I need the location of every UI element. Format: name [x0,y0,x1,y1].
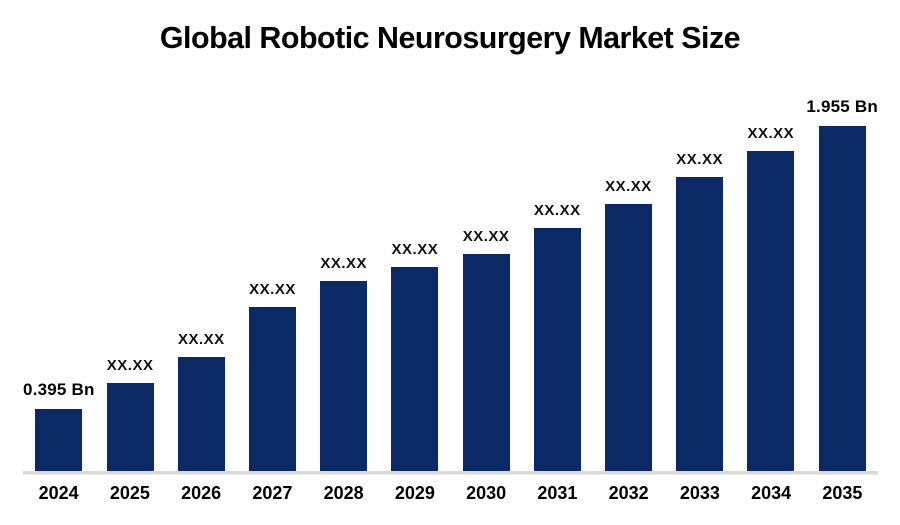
chart-title: Global Robotic Neurosurgery Market Size [159,20,741,55]
value-label-2031: XX.XX [533,202,581,219]
bar-2029 [391,267,439,472]
bar-column-2030: XX.XX [450,95,521,472]
value-label-2028: XX.XX [320,255,368,272]
bar-column-2024: 0.395 Bn [23,95,95,472]
x-axis-label-2032: 2032 [608,483,649,503]
bar-column-2034: XX.XX [735,95,806,472]
bar-2030 [462,254,510,472]
value-label-2030: XX.XX [462,228,510,245]
bar-column-2035: 1.955 Bn [806,95,878,472]
bar-column-2031: XX.XX [522,95,593,472]
bar-2026 [177,357,225,472]
value-label-2035: 1.955 Bn [806,97,878,116]
bar-column-2029: XX.XX [379,95,450,472]
bar-2031 [533,228,581,472]
x-axis-label-2026: 2026 [181,483,222,503]
bar-2034 [747,151,795,472]
x-axis-label-2028: 2028 [323,483,364,503]
bar-column-2026: XX.XX [166,95,237,472]
x-axis-line [23,471,878,475]
bar-column-2032: XX.XX [593,95,664,472]
bar-column-2028: XX.XX [308,95,379,472]
value-label-2025: XX.XX [106,357,154,374]
bar-2032 [604,204,652,472]
bar-2024 [35,409,83,472]
bar-2028 [320,281,368,472]
x-axis-labels: 2024 2025 2026 2027 2028 2029 2030 2031 2032 2033… [23,483,878,504]
value-label-2032: XX.XX [605,178,652,195]
bar-2033 [676,177,724,472]
x-axis-label-2025: 2025 [109,483,150,503]
bar-2027 [249,307,296,472]
x-axis-label-2024: 2024 [38,483,79,503]
x-axis-label-2033: 2033 [679,483,720,503]
value-label-2027: XX.XX [249,281,296,298]
value-label-2029: XX.XX [391,241,439,258]
bar-column-2025: XX.XX [95,95,166,472]
bar-column-2027: XX.XX [237,95,308,472]
bar-column-2033: XX.XX [664,95,735,472]
bar-2025 [106,383,154,472]
x-axis-label-2031: 2031 [537,483,578,503]
value-label-2033: XX.XX [676,151,723,168]
x-axis-label-2030: 2030 [466,483,507,503]
value-label-2026: XX.XX [177,331,225,348]
bar-2035 [818,126,866,472]
value-label-2024: 0.395 Bn [23,380,95,399]
bar-plot-area: 0.395 Bn XX.XX XX.XX XX.XX XX.XX XX.XX XX.XX XX… [23,95,878,472]
x-axis-label-2027: 2027 [252,483,293,503]
x-axis-label-2029: 2029 [394,483,435,503]
value-label-2034: XX.XX [747,125,795,142]
x-axis-label-2034: 2034 [751,483,792,503]
x-axis-label-2035: 2035 [822,483,863,503]
